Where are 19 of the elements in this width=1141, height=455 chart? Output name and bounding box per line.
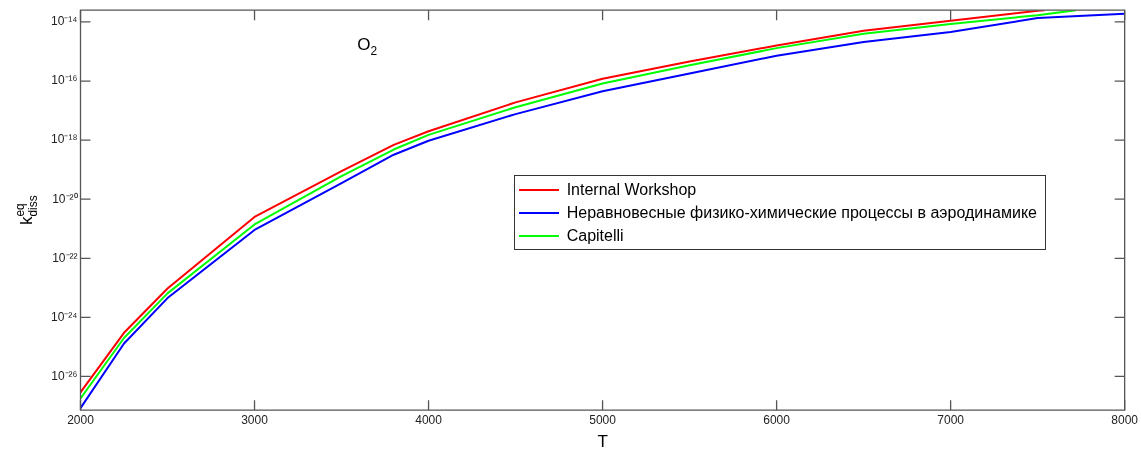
x-axis-title: T	[597, 432, 608, 452]
x-tick-label: 8000	[1111, 412, 1139, 427]
x-tick-label: 4000	[415, 412, 443, 427]
y-tick-label: 10⁻²²	[52, 250, 78, 265]
y-tick-label: 10⁻¹⁶	[51, 73, 78, 88]
legend-label: Capitelli	[566, 226, 624, 246]
y-tick-label: 10⁻¹⁴	[51, 14, 78, 29]
y-axis-title: keqdiss	[13, 195, 41, 226]
x-tick-label: 3000	[241, 412, 269, 427]
y-tick-label: 10⁻²⁰	[52, 191, 78, 206]
x-tick-label: 5000	[589, 412, 617, 427]
y-tick-label: 10⁻²⁶	[51, 368, 78, 383]
x-tick-label: 2000	[67, 412, 95, 427]
y-tick-label: 10⁻¹⁸	[51, 132, 78, 147]
legend-label: Internal Workshop	[566, 180, 697, 200]
y-tick-label: 10⁻²⁴	[51, 309, 78, 324]
x-tick-label: 7000	[937, 412, 965, 427]
legend-label: Неравновесные физико-химические процессы в аэродинамике	[566, 203, 1037, 223]
x-tick-label: 6000	[763, 412, 791, 427]
